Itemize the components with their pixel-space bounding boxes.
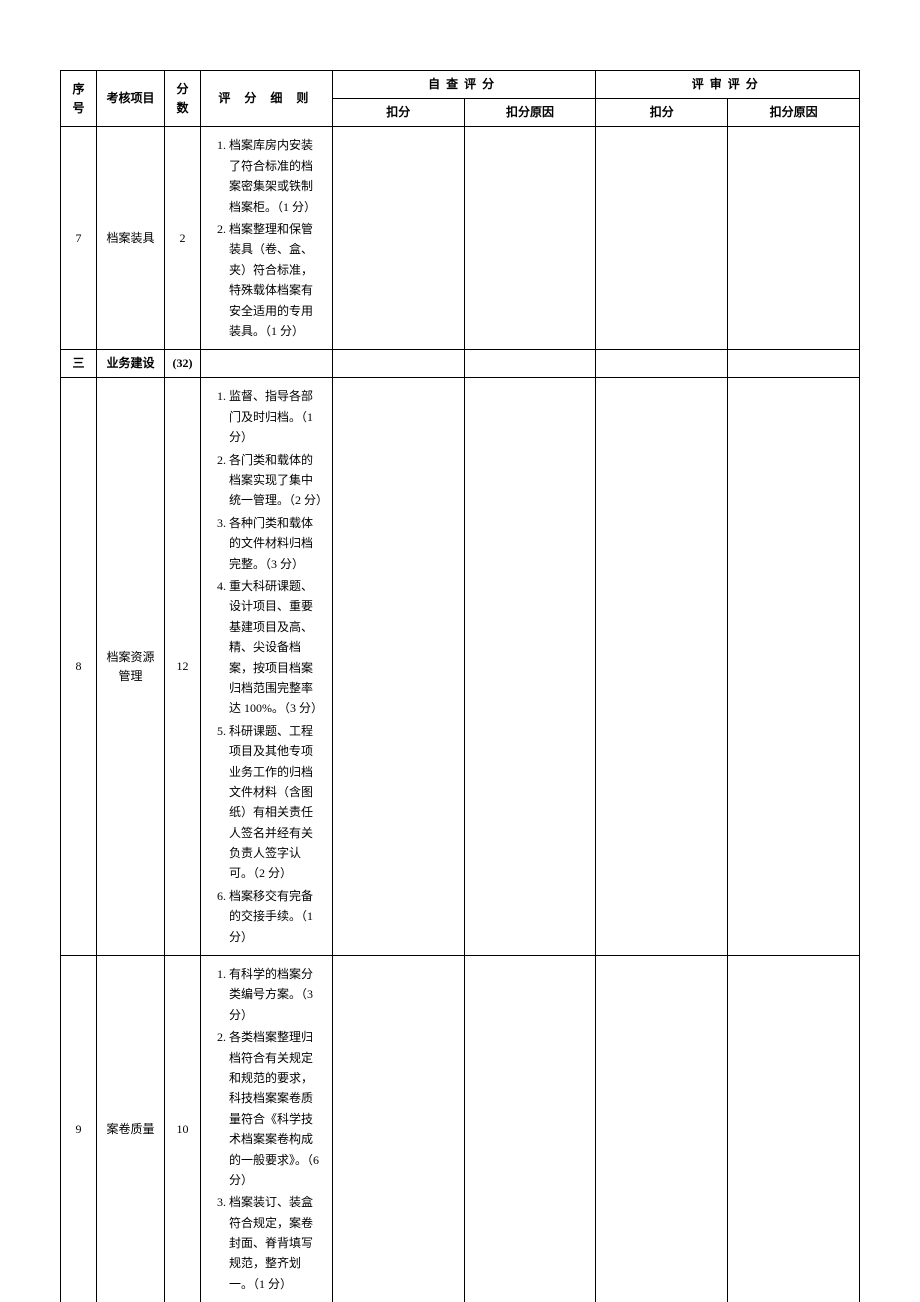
self-reason [464,127,596,350]
criteria-item: 档案库房内安装了符合标准的档案密集架或铁制档案柜。（1 分） [229,135,324,217]
review-deduct [596,378,728,956]
criteria-item: 档案装订、装盒符合规定，案卷封面、脊背填写规范，整齐划一。（1 分） [229,1192,324,1294]
review-deduct [596,956,728,1302]
cell-seq: 8 [61,378,97,956]
assessment-table: 序号 考核项目 分数 评分细则 自查评分 评审评分 扣分 扣分原因 扣分 扣分原… [60,70,860,1302]
cell-criteria: 有科学的档案分类编号方案。（3 分）各类档案整理归档符合有关规定和规范的要求，科… [201,956,333,1302]
criteria-item: 监督、指导各部门及时归档。（1 分） [229,386,324,447]
self-reason [464,378,596,956]
criteria-list: 档案库房内安装了符合标准的档案密集架或铁制档案柜。（1 分）档案整理和保管装具（… [209,135,324,341]
self-deduct [332,350,464,378]
table-row: 7档案装具2档案库房内安装了符合标准的档案密集架或铁制档案柜。（1 分）档案整理… [61,127,860,350]
header-review-deduct: 扣分 [596,99,728,127]
cell-item: 案卷质量 [97,956,165,1302]
table-header: 序号 考核项目 分数 评分细则 自查评分 评审评分 扣分 扣分原因 扣分 扣分原… [61,71,860,127]
cell-score: 2 [165,127,201,350]
cell-item: 档案装具 [97,127,165,350]
header-score: 分数 [165,71,201,127]
review-reason [728,350,860,378]
criteria-item: 重大科研课题、设计项目、重要基建项目及高、精、尖设备档案，按项目档案归档范围完整… [229,576,324,719]
self-reason [464,956,596,1302]
header-criteria: 评分细则 [201,71,333,127]
cell-score: (32) [165,350,201,378]
review-reason [728,378,860,956]
criteria-item: 各门类和载体的档案实现了集中统一管理。（2 分） [229,450,324,511]
review-reason [728,956,860,1302]
table-row: 9案卷质量10有科学的档案分类编号方案。（3 分）各类档案整理归档符合有关规定和… [61,956,860,1302]
header-review-reason: 扣分原因 [728,99,860,127]
cell-item: 业务建设 [97,350,165,378]
review-deduct [596,127,728,350]
criteria-item: 科研课题、工程项目及其他专项业务工作的归档文件材料（含图纸）有相关责任人签名并经… [229,721,324,884]
header-seq: 序号 [61,71,97,127]
criteria-item: 档案移交有完备的交接手续。（1 分） [229,886,324,947]
header-self-reason: 扣分原因 [464,99,596,127]
criteria-item: 各种门类和载体的文件材料归档完整。（3 分） [229,513,324,574]
criteria-item: 档案整理和保管装具（卷、盒、夹）符合标准，特殊载体档案有安全适用的专用装具。（1… [229,219,324,341]
self-deduct [332,127,464,350]
cell-score: 10 [165,956,201,1302]
cell-seq: 9 [61,956,97,1302]
criteria-item: 有科学的档案分类编号方案。（3 分） [229,964,324,1025]
review-reason [728,127,860,350]
table-body: 7档案装具2档案库房内安装了符合标准的档案密集架或铁制档案柜。（1 分）档案整理… [61,127,860,1302]
cell-score: 12 [165,378,201,956]
cell-criteria: 监督、指导各部门及时归档。（1 分）各门类和载体的档案实现了集中统一管理。（2 … [201,378,333,956]
header-review: 评审评分 [596,71,860,99]
cell-seq: 三 [61,350,97,378]
criteria-item: 各类档案整理归档符合有关规定和规范的要求，科技档案案卷质量符合《科学技术档案案卷… [229,1027,324,1190]
header-item: 考核项目 [97,71,165,127]
table-row: 8档案资源管理12监督、指导各部门及时归档。（1 分）各门类和载体的档案实现了集… [61,378,860,956]
header-self-check: 自查评分 [332,71,596,99]
cell-criteria [201,350,333,378]
cell-seq: 7 [61,127,97,350]
table-row: 三业务建设(32) [61,350,860,378]
criteria-list: 有科学的档案分类编号方案。（3 分）各类档案整理归档符合有关规定和规范的要求，科… [209,964,324,1294]
self-reason [464,350,596,378]
criteria-list: 监督、指导各部门及时归档。（1 分）各门类和载体的档案实现了集中统一管理。（2 … [209,386,324,947]
header-self-deduct: 扣分 [332,99,464,127]
self-deduct [332,956,464,1302]
self-deduct [332,378,464,956]
review-deduct [596,350,728,378]
cell-criteria: 档案库房内安装了符合标准的档案密集架或铁制档案柜。（1 分）档案整理和保管装具（… [201,127,333,350]
cell-item: 档案资源管理 [97,378,165,956]
